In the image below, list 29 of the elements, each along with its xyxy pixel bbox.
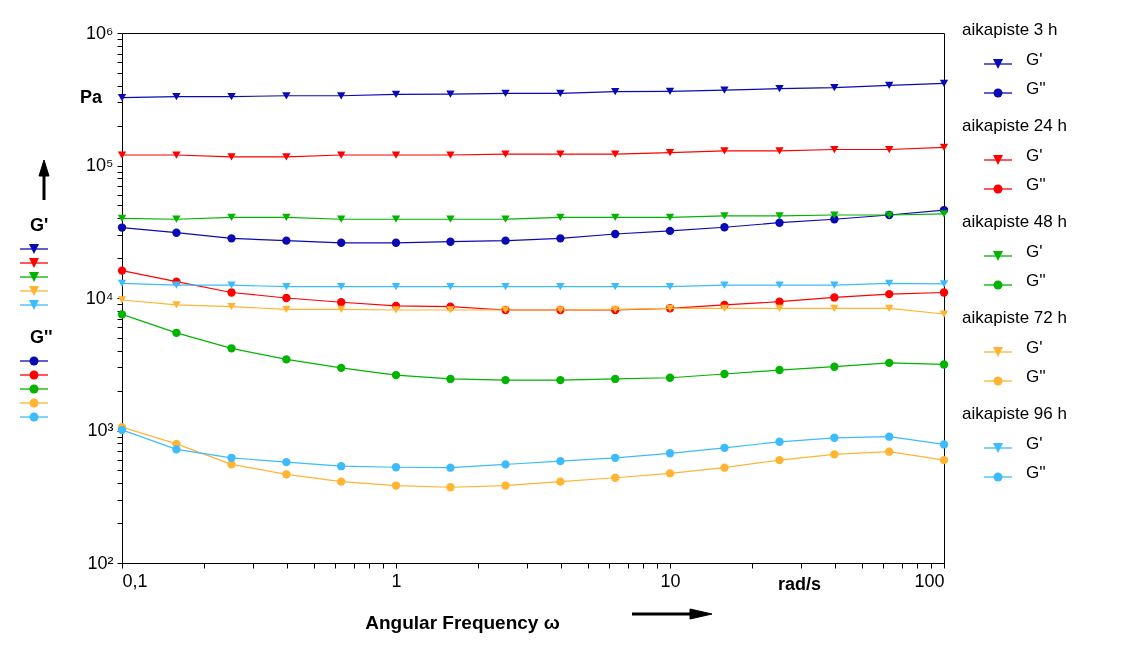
text: rad/s xyxy=(778,574,822,595)
y-tick-label: 10⁴ xyxy=(85,287,114,308)
legend-label: G'' xyxy=(1026,367,1046,387)
text: G'' xyxy=(30,327,53,348)
x-tick-label: 10 xyxy=(660,570,681,591)
y-tick-label: 10⁵ xyxy=(86,155,114,175)
y-tick-label: 10² xyxy=(87,552,114,573)
legend-label: G'' xyxy=(1026,463,1046,483)
legend-label: G'' xyxy=(1026,175,1046,195)
y-tick-label: 10³ xyxy=(87,420,114,440)
legend-label: G' xyxy=(1026,434,1043,454)
legend-label: G'' xyxy=(1026,79,1046,99)
legend-label: G'' xyxy=(1026,271,1046,291)
x-tick-label: 0,1 xyxy=(122,570,148,591)
text: G' xyxy=(30,215,49,236)
legend-label: G' xyxy=(1026,50,1043,70)
legend-label: G' xyxy=(1026,146,1043,166)
x-axis-title: Angular Frequency ω xyxy=(365,611,560,633)
x-tick-label: 100 xyxy=(914,570,945,591)
y-tick-label: 10⁶ xyxy=(86,22,114,43)
text: Pa xyxy=(80,87,103,108)
legend-label: G' xyxy=(1026,242,1043,262)
text: aikapiste 72 h xyxy=(962,308,1067,328)
text: aikapiste 24 h xyxy=(962,116,1067,136)
text: aikapiste 96 h xyxy=(962,404,1067,424)
text: aikapiste 48 h xyxy=(962,212,1067,232)
x-tick-label: 1 xyxy=(391,570,402,591)
text: aikapiste 3 h xyxy=(962,20,1058,40)
legend-label: G' xyxy=(1026,338,1043,358)
